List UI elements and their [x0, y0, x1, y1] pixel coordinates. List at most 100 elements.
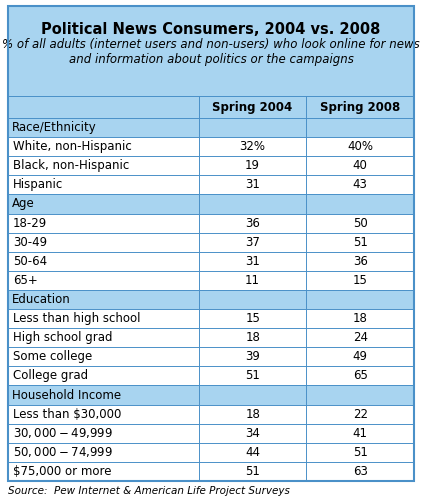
Bar — [199, 271, 306, 290]
Bar — [8, 176, 199, 195]
Text: 19: 19 — [245, 159, 260, 172]
Bar — [306, 176, 414, 195]
Text: 51: 51 — [245, 465, 260, 478]
Bar — [306, 156, 414, 176]
Bar — [306, 366, 414, 385]
Text: 50: 50 — [353, 217, 368, 229]
Text: 22: 22 — [353, 407, 368, 421]
Text: 11: 11 — [245, 274, 260, 287]
Text: Spring 2008: Spring 2008 — [320, 101, 400, 114]
Text: 63: 63 — [353, 465, 368, 478]
Text: 18: 18 — [245, 331, 260, 344]
Text: 51: 51 — [353, 446, 368, 459]
Bar — [8, 443, 199, 462]
Bar — [199, 462, 306, 481]
Text: Political News Consumers, 2004 vs. 2008: Political News Consumers, 2004 vs. 2008 — [41, 22, 381, 37]
Text: 49: 49 — [353, 350, 368, 363]
Bar — [306, 137, 414, 156]
Bar — [306, 232, 414, 252]
Text: 65: 65 — [353, 369, 368, 382]
Text: Race/Ethnicity: Race/Ethnicity — [12, 121, 97, 134]
Text: 44: 44 — [245, 446, 260, 459]
Text: $50,000-$74,999: $50,000-$74,999 — [13, 445, 113, 459]
Bar — [306, 195, 414, 214]
Bar — [306, 118, 414, 137]
Text: 65+: 65+ — [13, 274, 38, 287]
Text: Age: Age — [12, 198, 35, 210]
Bar — [8, 328, 199, 347]
Text: Some college: Some college — [13, 350, 92, 363]
Bar — [199, 118, 306, 137]
Bar — [8, 156, 199, 176]
Text: 24: 24 — [353, 331, 368, 344]
Text: % of all adults (internet users and non-users) who look online for news
and info: % of all adults (internet users and non-… — [2, 38, 420, 66]
Bar — [199, 385, 306, 404]
Text: Black, non-Hispanic: Black, non-Hispanic — [13, 159, 129, 172]
Text: $30,000-$49,999: $30,000-$49,999 — [13, 426, 113, 440]
Text: 39: 39 — [245, 350, 260, 363]
Bar — [199, 214, 306, 232]
Text: Household Income: Household Income — [12, 388, 121, 401]
Bar — [8, 290, 199, 309]
Text: Source:  Pew Internet & American Life Project Surveys: Source: Pew Internet & American Life Pro… — [8, 486, 290, 496]
Bar — [199, 404, 306, 424]
Text: 36: 36 — [245, 217, 260, 229]
Bar — [306, 328, 414, 347]
Bar — [8, 366, 199, 385]
Text: Spring 2004: Spring 2004 — [213, 101, 293, 114]
Text: 34: 34 — [245, 427, 260, 440]
Text: 30-49: 30-49 — [13, 236, 47, 248]
Text: 37: 37 — [245, 236, 260, 248]
Text: Less than high school: Less than high school — [13, 312, 141, 325]
Bar — [306, 309, 414, 328]
Bar — [199, 137, 306, 156]
Text: 50-64: 50-64 — [13, 255, 47, 268]
Text: 40: 40 — [353, 159, 368, 172]
Bar — [8, 462, 199, 481]
Bar — [306, 385, 414, 404]
Text: 18: 18 — [353, 312, 368, 325]
Text: White, non-Hispanic: White, non-Hispanic — [13, 140, 132, 153]
Bar — [199, 232, 306, 252]
Text: Less than $30,000: Less than $30,000 — [13, 407, 122, 421]
Bar — [199, 309, 306, 328]
Bar — [8, 271, 199, 290]
Text: 31: 31 — [245, 255, 260, 268]
Bar — [199, 347, 306, 366]
Text: 31: 31 — [245, 179, 260, 191]
Bar — [306, 271, 414, 290]
Bar — [8, 118, 199, 137]
Bar — [306, 290, 414, 309]
Bar — [199, 195, 306, 214]
Bar — [8, 137, 199, 156]
Bar — [306, 462, 414, 481]
Text: Hispanic: Hispanic — [13, 179, 63, 191]
Bar — [306, 443, 414, 462]
Bar — [8, 214, 199, 232]
Text: High school grad: High school grad — [13, 331, 113, 344]
Bar — [8, 6, 414, 96]
Bar — [199, 328, 306, 347]
Bar — [306, 214, 414, 232]
Bar — [8, 424, 199, 443]
Bar — [199, 443, 306, 462]
Bar — [306, 347, 414, 366]
Text: 41: 41 — [353, 427, 368, 440]
Text: 18: 18 — [245, 407, 260, 421]
Text: 51: 51 — [353, 236, 368, 248]
Bar — [306, 252, 414, 271]
Bar — [8, 252, 199, 271]
Text: 15: 15 — [245, 312, 260, 325]
Bar — [199, 252, 306, 271]
Bar — [199, 156, 306, 176]
Bar — [8, 385, 199, 404]
Text: Education: Education — [12, 293, 71, 306]
Text: College grad: College grad — [13, 369, 88, 382]
Bar — [306, 96, 414, 118]
Bar — [8, 309, 199, 328]
Bar — [306, 424, 414, 443]
Bar — [8, 404, 199, 424]
Bar — [306, 404, 414, 424]
Bar — [8, 96, 199, 118]
Bar — [199, 290, 306, 309]
